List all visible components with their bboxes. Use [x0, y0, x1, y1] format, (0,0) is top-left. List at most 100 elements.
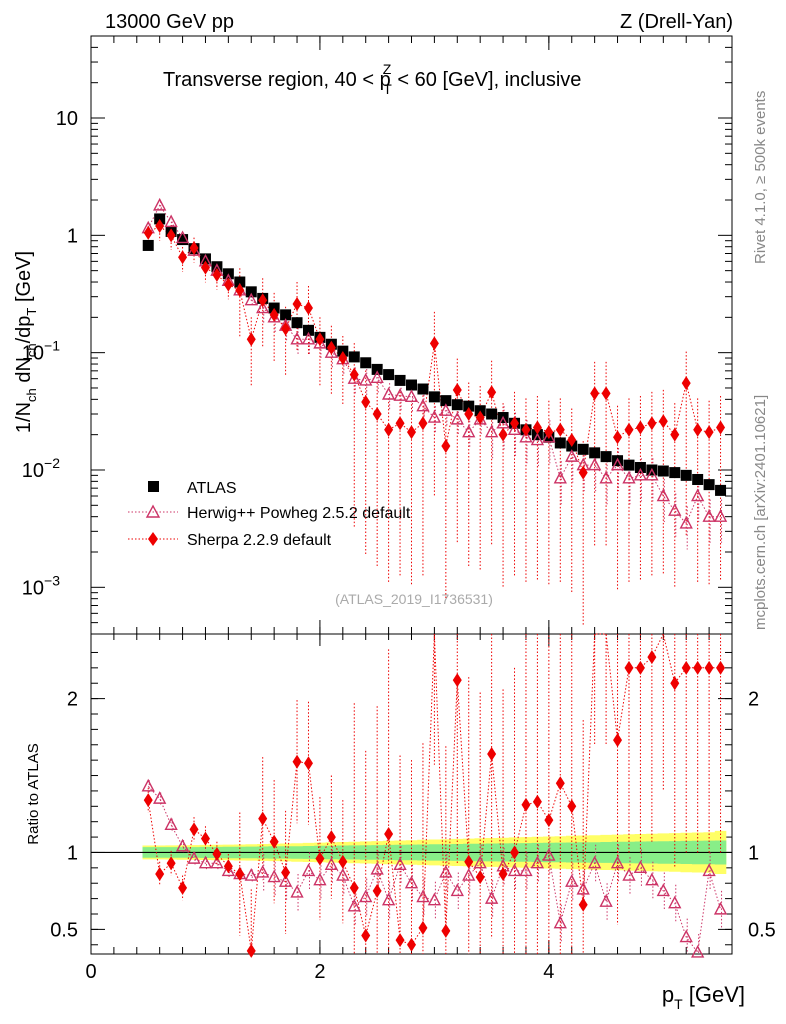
ratio-sherpa-point: [716, 660, 726, 675]
x-tick-label: 4: [543, 961, 554, 983]
ratio-plot-frame: [90, 633, 733, 955]
atlas-point: [463, 400, 475, 412]
herwig-point: [484, 424, 499, 438]
ratio-sherpa-point: [624, 660, 634, 675]
ratio-sherpa-point: [326, 830, 336, 845]
x-tick-label: 2: [314, 961, 325, 983]
sherpa-point: [532, 420, 542, 435]
herwig-point: [691, 488, 705, 502]
sherpa-point: [372, 407, 382, 422]
ratio-sherpa-point: [578, 897, 588, 912]
atlas-point: [703, 479, 715, 491]
header-energy-label: 13000 GeV pp: [105, 11, 234, 33]
sherpa-point: [521, 422, 531, 437]
sherpa-point: [704, 425, 714, 440]
herwig-point: [301, 331, 316, 345]
ratio-sherpa-point: [395, 933, 405, 948]
herwig-point: [393, 388, 407, 401]
rivet-version-label: Rivet 4.1.0, ≥ 500k events: [752, 91, 769, 264]
ratio-sherpa-point: [635, 660, 645, 675]
sherpa-point: [326, 340, 336, 355]
analysis-id-label: (ATLAS_2019_I1736531): [335, 591, 493, 607]
herwig-point: [244, 292, 258, 306]
ratio-tick-label-right: 0.5: [748, 919, 776, 941]
sherpa-point: [361, 394, 371, 409]
ratio-tick-label-left: 0.5: [50, 919, 78, 941]
atlas-point: [245, 286, 257, 298]
sherpa-point: [418, 416, 428, 431]
atlas-point: [360, 357, 372, 369]
herwig-point: [587, 457, 602, 471]
mcplots-citation-label: mcplots.cern.ch [arXiv:2401.10621]: [752, 395, 769, 630]
herwig-point: [450, 411, 464, 425]
ratio-tick-label-right: 1: [748, 842, 759, 864]
herwig-point: [530, 432, 545, 446]
sherpa-point: [578, 465, 588, 480]
herwig-point: [519, 429, 533, 443]
ratio-herwig-point: [473, 855, 487, 869]
atlas-point: [177, 234, 189, 246]
y-tick-label: 10−2: [22, 455, 60, 482]
atlas-point: [634, 461, 646, 473]
herwig-point: [256, 300, 270, 314]
ratio-herwig-point: [542, 848, 556, 861]
ratio-herwig-point: [462, 868, 476, 881]
ratio-herwig-point: [359, 889, 373, 903]
ratio-herwig-point: [427, 892, 442, 906]
sherpa-point: [292, 296, 302, 311]
ratio-herwig-point: [416, 889, 430, 903]
herwig-point: [416, 398, 430, 412]
sherpa-line: [147, 225, 721, 473]
ratio-tick-label-right: 2: [748, 689, 759, 711]
ratio-sherpa-point: [418, 920, 428, 935]
ratio-series: [141, 632, 728, 958]
ratio-tick-label-left: 2: [67, 689, 78, 711]
sherpa-point: [716, 420, 726, 435]
x-tick-label: 0: [85, 961, 96, 983]
ratio-sherpa-point: [303, 756, 313, 771]
ratio-herwig-point: [668, 895, 682, 909]
sherpa-point: [349, 367, 359, 382]
sherpa-point: [143, 225, 153, 240]
ratio-sherpa-line: [147, 632, 721, 951]
ratio-herwig-point: [507, 863, 522, 877]
sherpa-point: [464, 407, 474, 422]
ratio-herwig-point: [450, 883, 464, 897]
sherpa-point: [269, 307, 279, 322]
ratio-herwig-point: [290, 884, 304, 898]
herwig-point: [599, 470, 613, 484]
header-process-label: Z (Drell-Yan): [620, 11, 733, 33]
sherpa-point: [658, 414, 668, 429]
sherpa-point: [441, 439, 451, 454]
ratio-herwig-point: [610, 855, 625, 869]
sherpa-point: [475, 410, 485, 425]
sherpa-point: [647, 416, 657, 431]
legend-herwig-marker: [145, 504, 161, 518]
atlas-point: [428, 391, 440, 403]
ratio-herwig-point: [530, 855, 545, 869]
ratio-sherpa-point: [315, 851, 325, 866]
legend-sherpa-label: Sherpa 2.2.9 default: [187, 532, 332, 549]
sherpa-point: [613, 430, 623, 445]
ratio-sherpa-point: [223, 859, 233, 874]
sherpa-point: [395, 416, 405, 431]
ratio-sherpa-point: [361, 928, 371, 943]
herwig-point: [610, 457, 625, 471]
sherpa-point: [601, 386, 611, 401]
herwig-point: [679, 515, 693, 529]
sherpa-point: [681, 376, 691, 391]
herwig-line: [147, 204, 721, 525]
ratio-sherpa-point: [647, 650, 657, 665]
herwig-point: [462, 424, 476, 438]
sherpa-point: [487, 385, 497, 400]
herwig-point: [668, 503, 682, 516]
ratio-sherpa-point: [372, 883, 382, 898]
atlas-point: [680, 469, 692, 481]
atlas-point: [154, 213, 166, 225]
ratio-sherpa-point: [235, 867, 245, 881]
atlas-point: [280, 309, 292, 321]
atlas-point: [715, 484, 727, 496]
ratio-sherpa-point: [704, 660, 714, 675]
ratio-sherpa-point: [452, 673, 462, 688]
ratio-herwig-point: [656, 883, 670, 897]
